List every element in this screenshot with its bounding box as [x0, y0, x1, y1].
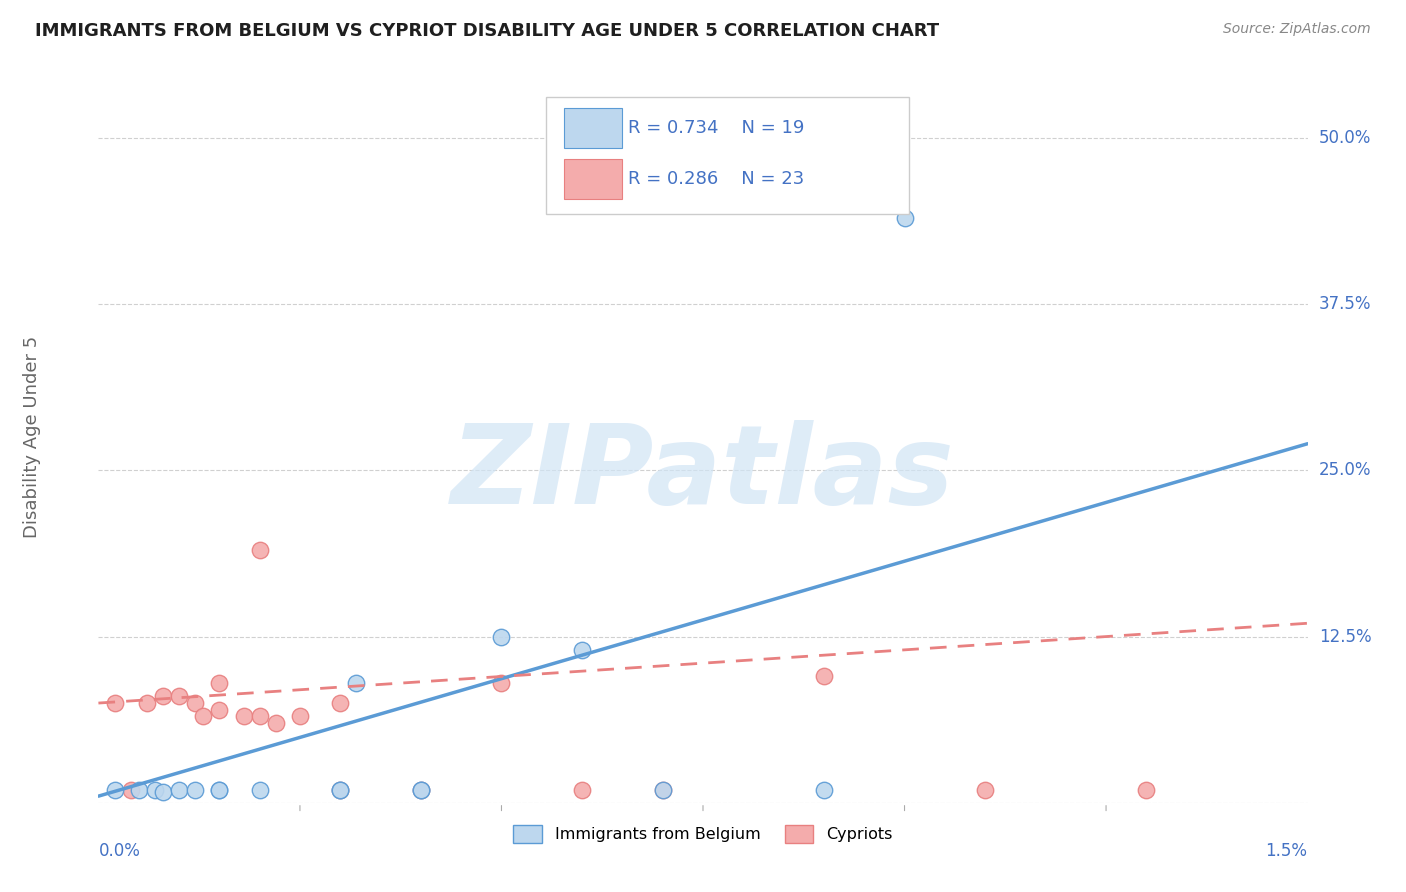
Point — [409, 782, 432, 797]
Point — [103, 696, 125, 710]
Point — [329, 782, 352, 797]
Text: Source: ZipAtlas.com: Source: ZipAtlas.com — [1223, 22, 1371, 37]
Text: R = 0.286    N = 23: R = 0.286 N = 23 — [628, 169, 804, 188]
Point — [208, 703, 231, 717]
Point — [167, 690, 190, 704]
Point — [813, 669, 835, 683]
Point — [974, 782, 997, 797]
Point — [409, 782, 432, 797]
Point — [571, 643, 593, 657]
Point — [249, 709, 271, 723]
Point — [571, 782, 593, 797]
Point — [208, 676, 231, 690]
Text: IMMIGRANTS FROM BELGIUM VS CYPRIOT DISABILITY AGE UNDER 5 CORRELATION CHART: IMMIGRANTS FROM BELGIUM VS CYPRIOT DISAB… — [35, 22, 939, 40]
Point — [329, 696, 352, 710]
Point — [184, 782, 207, 797]
Point — [152, 785, 174, 799]
Point — [135, 696, 157, 710]
Point — [1135, 782, 1157, 797]
Point — [813, 782, 835, 797]
Point — [232, 709, 254, 723]
Point — [288, 709, 311, 723]
Text: 50.0%: 50.0% — [1319, 128, 1371, 147]
Point — [249, 782, 271, 797]
Text: 0.0%: 0.0% — [98, 842, 141, 860]
Point — [249, 543, 271, 558]
Point — [264, 716, 287, 731]
Point — [344, 676, 367, 690]
Point — [103, 782, 125, 797]
Text: 12.5%: 12.5% — [1319, 628, 1371, 646]
Point — [184, 696, 207, 710]
Point — [651, 782, 673, 797]
Text: R = 0.734    N = 19: R = 0.734 N = 19 — [628, 119, 804, 136]
FancyBboxPatch shape — [546, 97, 908, 214]
Point — [893, 211, 915, 225]
Point — [208, 782, 231, 797]
Point — [208, 782, 231, 797]
Point — [491, 676, 513, 690]
Point — [152, 690, 174, 704]
Legend: Immigrants from Belgium, Cypriots: Immigrants from Belgium, Cypriots — [508, 819, 898, 850]
Point — [329, 782, 352, 797]
Point — [329, 782, 352, 797]
Text: 1.5%: 1.5% — [1265, 842, 1308, 860]
Text: 25.0%: 25.0% — [1319, 461, 1371, 479]
Point — [128, 782, 150, 797]
Text: ZIPatlas: ZIPatlas — [451, 420, 955, 527]
Point — [651, 782, 673, 797]
Point — [167, 782, 190, 797]
Point — [120, 782, 142, 797]
Point — [409, 782, 432, 797]
Point — [193, 709, 215, 723]
Point — [491, 630, 513, 644]
Point — [143, 782, 166, 797]
Text: Disability Age Under 5: Disability Age Under 5 — [22, 336, 41, 538]
FancyBboxPatch shape — [564, 159, 621, 200]
FancyBboxPatch shape — [564, 108, 621, 148]
Text: 37.5%: 37.5% — [1319, 295, 1371, 313]
